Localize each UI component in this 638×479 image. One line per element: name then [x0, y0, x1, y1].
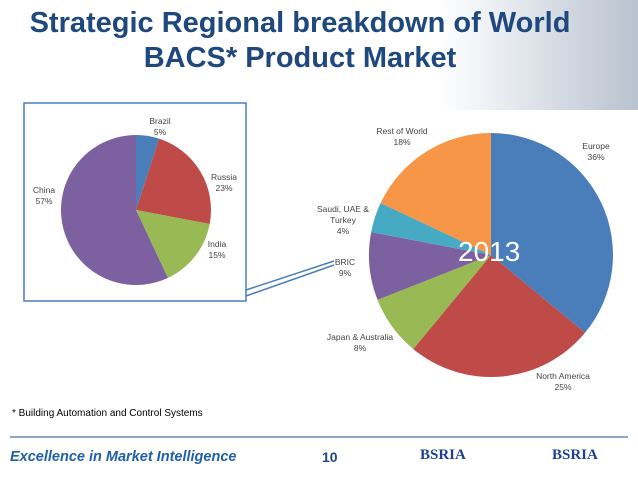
connector — [245, 260, 335, 291]
pie-slice — [371, 203, 491, 255]
slice-label: Saudi, UAE & Turkey 4% — [313, 204, 373, 237]
value-label: 25% — [554, 382, 572, 392]
category-label: India — [207, 239, 227, 249]
value-label: 57% — [35, 196, 53, 206]
footer-text: Excellence in Market Intelligence — [10, 449, 237, 465]
value-label: 18% — [393, 137, 411, 147]
pie-slice — [136, 138, 211, 225]
category-label: Saudi, UAE & Turkey — [317, 204, 369, 225]
category-label: Europe — [582, 141, 610, 151]
pie-slice — [377, 255, 491, 350]
background-image — [438, 0, 638, 110]
value-label: 4% — [336, 226, 350, 236]
value-label: 8% — [353, 343, 367, 353]
category-label: Rest of World — [376, 126, 428, 136]
category-label: Japan & Australia — [326, 332, 394, 342]
slice-label: Russia 23% — [169, 172, 279, 194]
pie-slice — [136, 210, 210, 278]
slide-title: Strategic Regional breakdown of World BA… — [29, 7, 571, 74]
slice-label: Rest of World 18% — [347, 126, 457, 148]
slice-label: Brazil 5% — [105, 116, 215, 138]
logo: BSRIA — [552, 447, 598, 463]
pie-slice — [60, 135, 168, 285]
pie-slice — [413, 255, 586, 377]
slice-label: North America 25% — [508, 371, 618, 393]
value-label: 5% — [153, 127, 167, 137]
category-label: Brazil — [149, 116, 171, 126]
category-label: BRIC — [334, 257, 356, 267]
page-number: 10 — [322, 449, 338, 465]
value-label: 9% — [338, 268, 352, 278]
slice-label: India 15% — [162, 239, 272, 261]
category-label: China — [32, 185, 56, 195]
category-label: Russia — [211, 172, 237, 182]
pie-slice — [380, 133, 491, 255]
logo: BSRIA — [420, 447, 466, 463]
pie-slice — [491, 133, 613, 333]
slice-label: Europe 36% — [541, 141, 638, 163]
pie-slice — [369, 232, 491, 300]
connector — [245, 264, 335, 297]
slice-label: BRIC 9% — [290, 257, 400, 279]
value-label: 15% — [208, 250, 226, 260]
slice-label: China 57% — [0, 185, 99, 207]
year-annotation: 2013 — [458, 236, 521, 267]
pie-slice — [136, 135, 160, 210]
zoom-box — [23, 102, 247, 302]
category-label: North America — [536, 371, 590, 381]
value-label: 23% — [215, 183, 233, 193]
slice-label: Japan & Australia 8% — [305, 332, 415, 354]
value-label: 36% — [587, 152, 605, 162]
footnote: * Building Automation and Control System… — [12, 408, 203, 419]
